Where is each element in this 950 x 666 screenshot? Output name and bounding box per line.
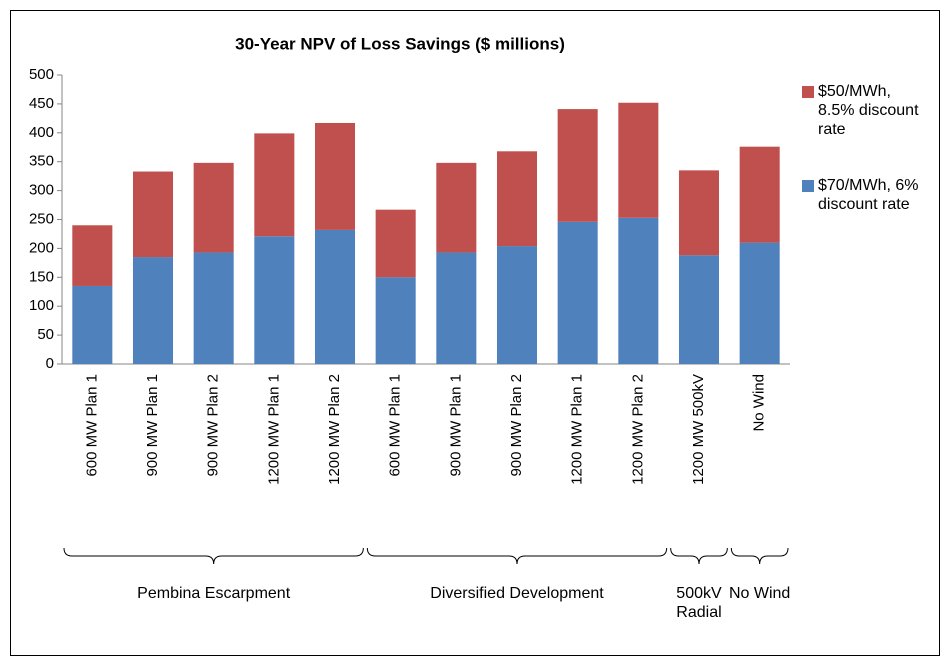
bar-segment: [496, 246, 538, 364]
group-label: No Wind: [728, 585, 791, 602]
group-label-box: No Wind: [728, 585, 791, 602]
y-tick-label: 500: [29, 66, 54, 83]
group-label-box: Diversified Development: [430, 585, 604, 602]
bar-segment: [193, 162, 234, 253]
y-tick-label: 0: [46, 355, 54, 372]
y-tick-label: 450: [29, 95, 54, 112]
y-tick-label: 300: [29, 182, 54, 199]
bar-segment: [132, 257, 174, 364]
y-tick-label: 350: [29, 153, 54, 170]
bar-segment: [496, 151, 538, 247]
y-tick-label: 150: [29, 268, 54, 285]
bar-segment: [314, 229, 356, 364]
bar-segment: [436, 162, 477, 253]
bar-segment: [254, 133, 295, 237]
x-tick-label: No Wind: [751, 374, 768, 432]
x-tick-label: 1200 MW Plan 2: [326, 374, 343, 485]
group-label: Diversified Development: [430, 585, 604, 602]
x-tick-label: 900 MW Plan 2: [508, 374, 525, 477]
x-tick-label: 1200 MW Plan 1: [569, 374, 586, 485]
y-tick-label: 100: [29, 297, 54, 314]
bar-segment: [72, 285, 113, 364]
x-tick-label: 900 MW Plan 1: [447, 374, 464, 477]
x-tick-label: 600 MW Plan 1: [387, 374, 404, 477]
legend-label-box: $50/MWh, 8.5% discount rate: [818, 83, 919, 138]
x-tick-label: 1200 MW 500kV: [690, 374, 707, 485]
group-brace: [730, 547, 789, 565]
group-brace: [366, 547, 668, 565]
bar-segment: [72, 225, 113, 286]
bar-segment: [132, 171, 174, 258]
legend-label-box: $70/MWh, 6% discount rate: [818, 177, 919, 213]
x-tick-label: 1200 MW Plan 2: [629, 374, 646, 485]
bar-segment: [618, 102, 659, 218]
chart-title: 30-Year NPV of Loss Savings ($ millions): [235, 34, 565, 53]
x-tick-label: 900 MW Plan 1: [144, 374, 161, 477]
y-tick-label: 250: [29, 210, 54, 227]
x-tick-label: 1200 MW Plan 1: [265, 374, 282, 485]
group-label-box: Pembina Escarpment: [137, 585, 291, 602]
bar-segment: [557, 109, 598, 222]
bar-segment: [254, 236, 295, 364]
group-brace: [63, 547, 364, 565]
y-tick-label: 200: [29, 239, 54, 256]
legend-swatch: [802, 180, 814, 192]
bar-segment: [436, 252, 477, 364]
group-label-box: 500kV Radial: [676, 585, 722, 621]
legend-label: $70/MWh, 6% discount rate: [818, 177, 919, 213]
legend-label: $50/MWh, 8.5% discount rate: [818, 83, 919, 138]
group-label: 500kV Radial: [676, 585, 722, 621]
y-tick-label: 400: [29, 124, 54, 141]
bar-segment: [739, 146, 780, 243]
bar-segment: [193, 252, 234, 364]
x-tick-label: 900 MW Plan 2: [205, 374, 222, 477]
bar-segment: [314, 122, 356, 230]
x-tick-label: 600 MW Plan 1: [83, 374, 100, 477]
group-brace: [670, 547, 728, 565]
bar-segment: [678, 255, 720, 364]
y-tick-label: 50: [37, 326, 54, 343]
bar-segment: [375, 277, 416, 364]
bar-segment: [557, 221, 598, 364]
bar-segment: [375, 209, 416, 278]
bar-segment: [678, 170, 720, 256]
bar-segment: [618, 217, 659, 364]
group-label: Pembina Escarpment: [137, 585, 291, 602]
bar-segment: [739, 242, 780, 364]
legend-swatch: [802, 86, 814, 98]
